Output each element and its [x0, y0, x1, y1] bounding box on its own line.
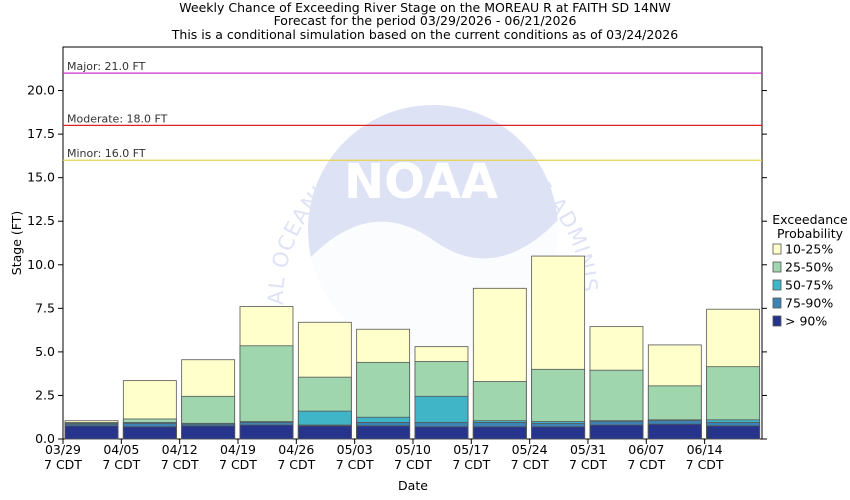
x-tick-label: 04/19: [220, 442, 256, 457]
x-tick-sublabel: 7 CDT: [686, 457, 724, 472]
flood-level-label: Moderate: 18.0 FT: [67, 112, 168, 125]
y-tick-label: 5.0: [35, 344, 55, 359]
x-tick-label: 04/26: [278, 442, 314, 457]
chart-title-line-3: This is a conditional simulation based o…: [171, 27, 678, 42]
legend-swatch: [772, 243, 782, 255]
bar-05-31-90: [589, 424, 644, 440]
noaa-watermark-center-text: NOAA: [344, 154, 498, 210]
y-tick-label: 0.0: [35, 431, 55, 446]
x-tick-sublabel: 7 CDT: [44, 457, 82, 472]
flood-levels: Major: 21.0 FT Moderate: 18.0 FT Minor: 16…: [63, 60, 762, 161]
x-tick-sublabel: 7 CDT: [394, 457, 432, 472]
flood-level-label: Major: 21.0 FT: [67, 60, 146, 73]
legend-swatch: [772, 297, 782, 309]
y-axis-label: Stage (FT): [9, 211, 24, 275]
bar-05-10-90: [414, 426, 469, 440]
plot-area: [62, 46, 763, 440]
x-tick-label: 03/29: [45, 442, 81, 457]
x-tick-label: 06/07: [628, 442, 664, 457]
bar-04-26-90: [297, 425, 352, 440]
x-tick-label: 04/12: [162, 442, 198, 457]
x-tick-label: 05/10: [395, 442, 431, 457]
chart-title-line-2: Forecast for the period 03/29/2026 - 06/…: [274, 13, 577, 28]
y-tick-label: 20.0: [27, 83, 55, 98]
y-tick-label: 2.5: [35, 387, 55, 402]
x-tick-sublabel: 7 CDT: [511, 457, 549, 472]
x-tick-sublabel: 7 CDT: [277, 457, 315, 472]
x-tick-sublabel: 7 CDT: [569, 457, 607, 472]
legend-label: 25-50%: [785, 260, 833, 275]
y-axis: 0.0 2.5 5.0 7.5 10.0 12.5 15.0 17.5 20.0: [27, 83, 767, 446]
legend-title-line-2: Probability: [777, 226, 844, 241]
x-tick-label: 05/17: [453, 442, 489, 457]
x-tick-sublabel: 7 CDT: [102, 457, 140, 472]
legend-label: 75-90%: [785, 296, 833, 311]
bar-05-17-90: [472, 426, 527, 440]
legend-label: 10-25%: [785, 242, 833, 257]
y-tick-label: 17.5: [27, 126, 55, 141]
x-tick-label: 04/05: [103, 442, 139, 457]
bar-04-05-90: [122, 426, 177, 440]
y-tick-label: 7.5: [35, 300, 55, 315]
y-tick-label: 12.5: [27, 213, 55, 228]
y-tick-label: 10.0: [27, 257, 55, 272]
bar-04-19-90: [239, 424, 294, 440]
legend-label: 50-75%: [785, 278, 833, 293]
x-tick-label: 05/24: [512, 442, 548, 457]
y-tick-label: 15.0: [27, 170, 55, 185]
legend-swatch: [772, 315, 782, 327]
x-tick-label: 05/31: [570, 442, 606, 457]
x-tick-sublabel: 7 CDT: [452, 457, 490, 472]
legend-label: > 90%: [785, 314, 827, 329]
x-tick-sublabel: 7 CDT: [219, 457, 257, 472]
x-axis-label: Date: [398, 478, 428, 493]
bar-03-29-90: [64, 425, 119, 440]
bars: [64, 255, 761, 440]
legend-title-line-1: Exceedance: [772, 212, 848, 227]
x-tick-sublabel: 7 CDT: [336, 457, 374, 472]
legend-swatch: [772, 279, 782, 291]
bar-05-24-90: [531, 426, 586, 440]
bar-06-14-90: [706, 425, 761, 440]
x-tick-label: 05/03: [337, 442, 373, 457]
x-tick-label: 06/14: [687, 442, 723, 457]
bar-05-03-90: [356, 425, 411, 440]
chart-title-line-1: Weekly Chance of Exceeding River Stage o…: [179, 0, 670, 15]
x-tick-sublabel: 7 CDT: [627, 457, 665, 472]
flood-level-label: Minor: 16.0 FT: [67, 147, 146, 160]
legend-swatch: [772, 261, 782, 273]
bar-06-07-90: [647, 423, 702, 440]
x-tick-sublabel: 7 CDT: [161, 457, 199, 472]
bar-04-12-90: [181, 425, 236, 440]
